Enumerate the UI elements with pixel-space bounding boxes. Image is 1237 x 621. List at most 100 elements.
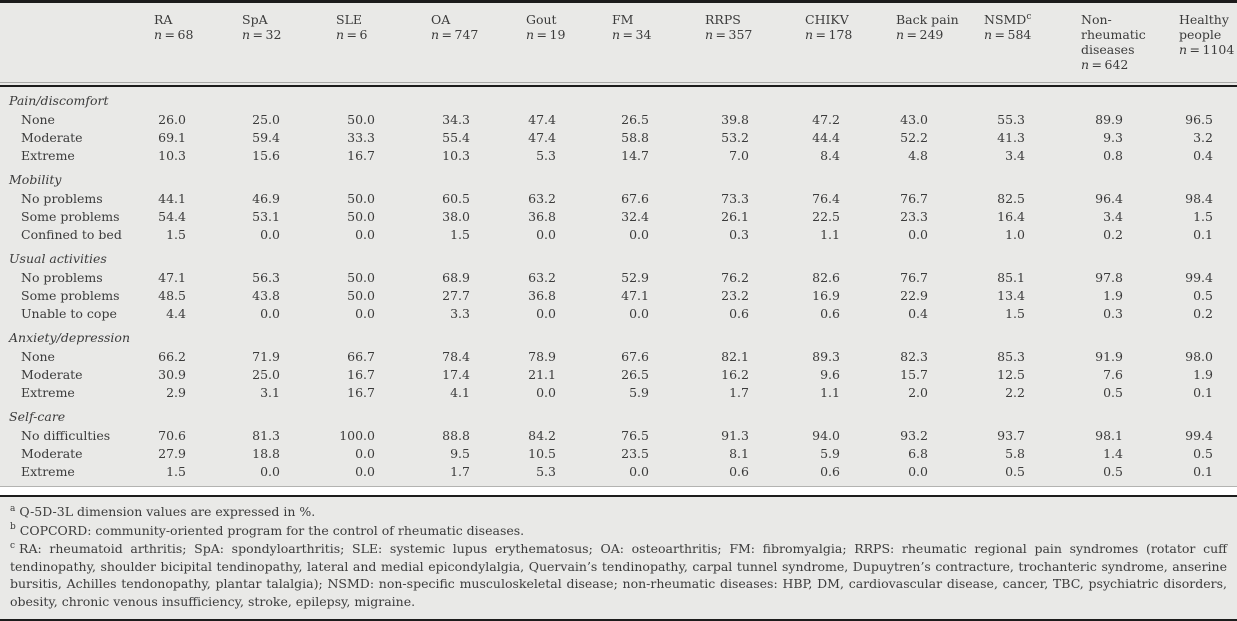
value-cell: 67.6 xyxy=(621,190,649,206)
value-cell: 47.4 xyxy=(528,111,556,127)
value-cell: 7.0 xyxy=(729,147,749,163)
value-cell: 36.8 xyxy=(528,208,556,224)
table-row-pain-discomfort-moderate: Moderate 69.1 59.4 33.3 55.4 47.4 58.8 53.2 44.4… xyxy=(0,128,1237,146)
table-body: Pain/discomfort None 26.0 25.0 50.0 34.3 47.4 2… xyxy=(0,82,1237,486)
value-cell: 0.1 xyxy=(1193,463,1213,479)
value-cell: 73.3 xyxy=(721,190,749,206)
value-cell: 66.2 xyxy=(158,348,186,364)
value-cell: 44.4 xyxy=(812,129,840,145)
value-cell: 23.2 xyxy=(721,287,749,303)
value-cell: 76.7 xyxy=(900,190,928,206)
value-cell: 58.8 xyxy=(621,129,649,145)
value-cell: 15.7 xyxy=(900,366,928,382)
value-cell: 0.0 xyxy=(629,463,649,479)
value-cell: 43.0 xyxy=(900,111,928,127)
value-cell: 9.5 xyxy=(450,445,470,461)
value-cell: 26.1 xyxy=(721,208,749,224)
value-cell: 2.0 xyxy=(908,384,928,400)
table-header-row: RA n = 68 SpA n = 32 SLE n = 6 OA n = 747 Gout n … xyxy=(0,3,1237,82)
row-label: Extreme xyxy=(21,384,75,400)
value-cell: 84.2 xyxy=(528,427,556,443)
value-cell: 0.0 xyxy=(536,305,556,321)
value-cell: 16.2 xyxy=(721,366,749,382)
value-cell: 53.2 xyxy=(721,129,749,145)
value-cell: 30.9 xyxy=(158,366,186,382)
value-cell: 2.2 xyxy=(1005,384,1025,400)
value-cell: 1.5 xyxy=(450,226,470,242)
value-cell: 5.3 xyxy=(536,147,556,163)
column-label: Non-rheumatic diseases xyxy=(1081,12,1146,57)
value-cell: 14.7 xyxy=(621,147,649,163)
value-cell: 4.8 xyxy=(908,147,928,163)
column-n-count: n = 34 xyxy=(612,27,652,42)
header-separator-light-rule xyxy=(0,82,1237,83)
value-cell: 52.9 xyxy=(621,269,649,285)
table-row-pain-discomfort-none: None 26.0 25.0 50.0 34.3 47.4 26.5 39.8 47.2 43.0… xyxy=(0,110,1237,128)
value-cell: 23.5 xyxy=(621,445,649,461)
value-cell: 36.8 xyxy=(528,287,556,303)
value-cell: 47.4 xyxy=(528,129,556,145)
value-cell: 0.0 xyxy=(355,305,375,321)
column-n-count: n = 357 xyxy=(705,27,753,42)
row-label-column-header xyxy=(0,3,148,82)
section-label: Usual activities xyxy=(9,251,107,266)
value-cell: 1.5 xyxy=(1005,305,1025,321)
value-cell: 0.2 xyxy=(1103,226,1123,242)
value-cell: 0.0 xyxy=(536,384,556,400)
value-cell: 99.4 xyxy=(1185,269,1213,285)
row-label: Confined to bed xyxy=(21,226,122,242)
value-cell: 27.7 xyxy=(442,287,470,303)
data-table: RA n = 68 SpA n = 32 SLE n = 6 OA n = 747 Gout n … xyxy=(0,3,1237,486)
value-cell: 0.0 xyxy=(355,445,375,461)
value-cell: 39.8 xyxy=(721,111,749,127)
value-cell: 60.5 xyxy=(442,190,470,206)
value-cell: 3.4 xyxy=(1103,208,1123,224)
row-label: Some problems xyxy=(21,208,120,224)
value-cell: 0.0 xyxy=(629,226,649,242)
value-cell: 0.0 xyxy=(355,226,375,242)
footnote-b-text: COPCORD: community-oriented program for … xyxy=(19,522,525,538)
value-cell: 4.4 xyxy=(166,305,186,321)
value-cell: 13.4 xyxy=(997,287,1025,303)
value-cell: 38.0 xyxy=(442,208,470,224)
value-cell: 98.4 xyxy=(1185,190,1213,206)
value-cell: 10.3 xyxy=(158,147,186,163)
row-label: Moderate xyxy=(21,366,83,382)
table-row-usual-activities-some-problems: Some problems 48.5 43.8 50.0 27.7 36.8 47.1 23.… xyxy=(0,286,1237,304)
value-cell: 0.1 xyxy=(1193,226,1213,242)
section-label: Self-care xyxy=(9,409,66,424)
value-cell: 16.4 xyxy=(997,208,1025,224)
value-cell: 5.9 xyxy=(629,384,649,400)
table-row-self-care-extreme: Extreme 1.5 0.0 0.0 1.7 5.3 0.0 0.6 0.6 0.0 0.5 0.5… xyxy=(0,462,1237,480)
column-header-spa: SpA n = 32 xyxy=(236,3,330,82)
row-label: Unable to cope xyxy=(21,305,117,321)
footnote-c-text: RA: rheumatoid arthritis; SpA: spondyloa… xyxy=(10,541,1227,609)
value-cell: 0.6 xyxy=(820,463,840,479)
value-cell: 85.3 xyxy=(997,348,1025,364)
section-label: Pain/discomfort xyxy=(9,93,109,108)
value-cell: 12.5 xyxy=(997,366,1025,382)
row-label: No problems xyxy=(21,269,103,285)
value-cell: 25.0 xyxy=(252,111,280,127)
value-cell: 50.0 xyxy=(347,269,375,285)
value-cell: 16.7 xyxy=(347,384,375,400)
row-label: No difficulties xyxy=(21,427,111,443)
value-cell: 76.5 xyxy=(621,427,649,443)
value-cell: 43.8 xyxy=(252,287,280,303)
value-cell: 99.4 xyxy=(1185,427,1213,443)
value-cell: 0.0 xyxy=(908,463,928,479)
eq5d-dimensions-table: RA n = 68 SpA n = 32 SLE n = 6 OA n = 747 Gout n … xyxy=(0,0,1237,487)
section-row-pain-discomfort: Pain/discomfort xyxy=(0,87,1237,110)
value-cell: 0.5 xyxy=(1103,463,1123,479)
value-cell: 70.6 xyxy=(158,427,186,443)
value-cell: 0.0 xyxy=(355,463,375,479)
table-footnote-gap xyxy=(0,487,1237,495)
table-row-anxiety-depression-moderate: Moderate 30.9 25.0 16.7 17.4 21.1 26.5 16.2 9.6 1… xyxy=(0,365,1237,383)
table-row-pain-discomfort-extreme: Extreme 10.3 15.6 16.7 10.3 5.3 14.7 7.0 8.4 4.8 3… xyxy=(0,146,1237,164)
value-cell: 22.5 xyxy=(812,208,840,224)
value-cell: 59.4 xyxy=(252,129,280,145)
value-cell: 47.2 xyxy=(812,111,840,127)
value-cell: 82.1 xyxy=(721,348,749,364)
table-header: RA n = 68 SpA n = 32 SLE n = 6 OA n = 747 Gout n … xyxy=(0,3,1237,82)
